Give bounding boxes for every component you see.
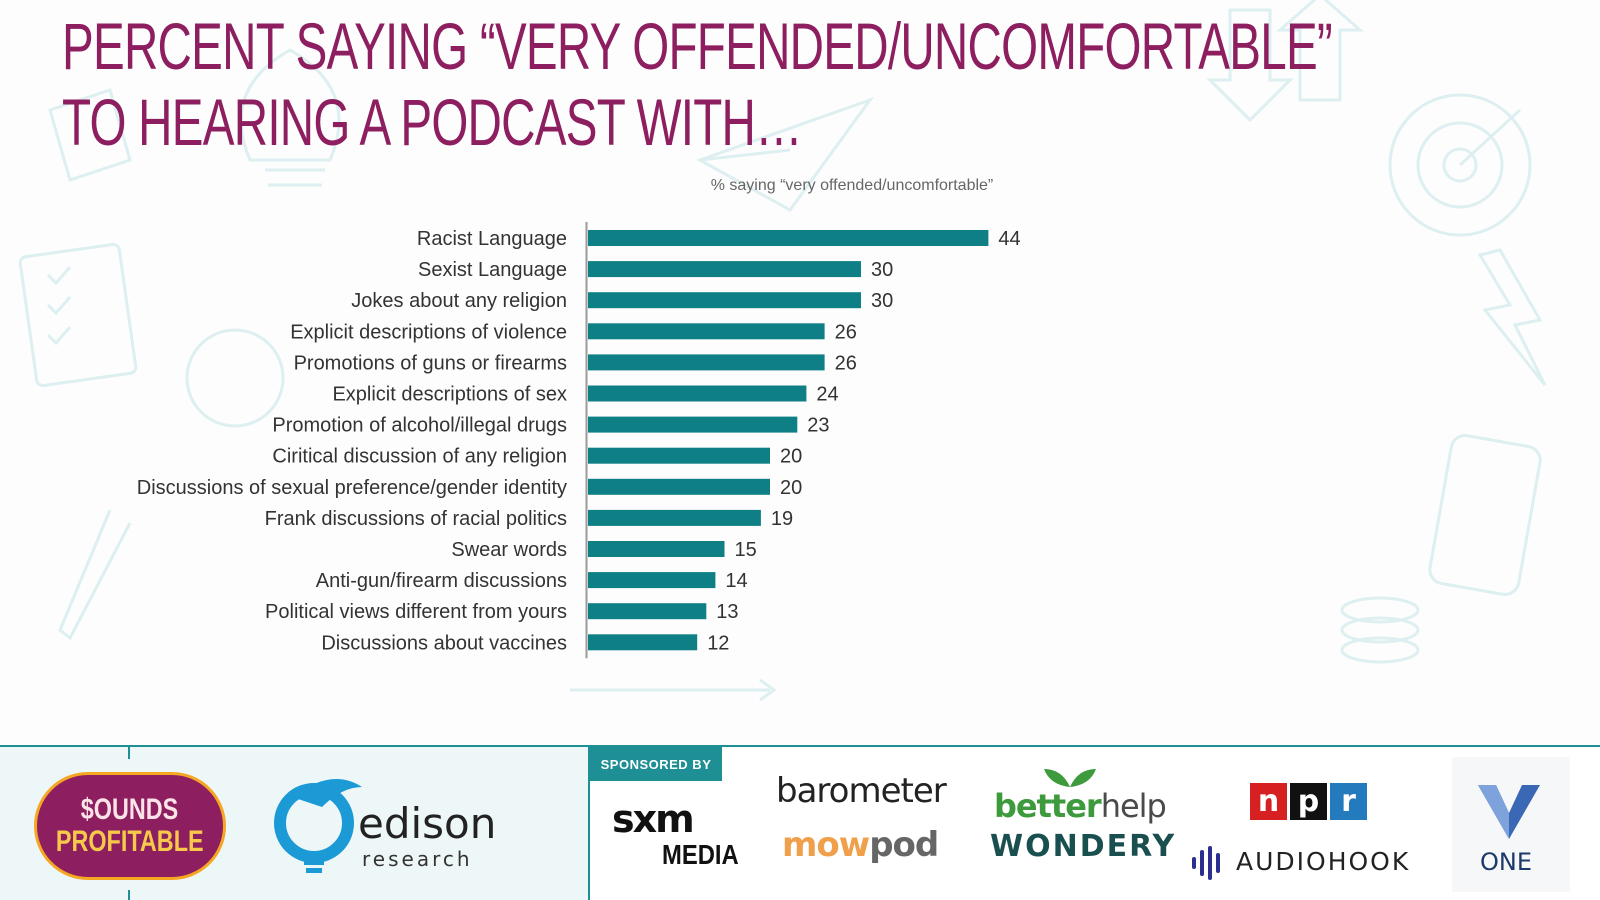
bar: [588, 261, 861, 278]
footer-tick-bottom: [128, 890, 130, 900]
value-label: 26: [835, 352, 857, 374]
bar: [588, 634, 698, 651]
value-label: 12: [707, 632, 729, 654]
sounds-profitable-line-2: PROFITABLE: [56, 825, 204, 858]
value-label: 30: [871, 290, 893, 312]
value-label: 24: [816, 384, 838, 406]
mowpod-logo-part-1: mow: [782, 825, 870, 865]
edison-wordmark: edison: [358, 799, 497, 848]
bar: [588, 416, 798, 433]
category-label: Racist Language: [417, 228, 567, 250]
one-logo: ONE: [1480, 848, 1533, 876]
bar: [588, 572, 716, 589]
bar: [588, 354, 825, 371]
barometer-logo: barometer: [776, 771, 947, 811]
bar: [588, 230, 989, 246]
checkmarks-doodle-icon: [46, 266, 72, 346]
title-line-2: to hearing a podcast with…: [62, 85, 803, 159]
background-doodles: [18, 0, 1547, 702]
mowpod-logo-part-2: pod: [869, 825, 939, 865]
value-label: 20: [780, 477, 802, 499]
coins-doodle-icon: [1340, 596, 1420, 624]
category-label: Jokes about any religion: [351, 290, 567, 312]
category-label: Political views different from yours: [265, 601, 567, 623]
bar-chart: % saying “very offended/uncomfortable” Ra…: [137, 177, 1021, 659]
arrow-up-doodle-icon: [1276, 0, 1364, 102]
page-title: Percent saying “very offended/uncomforta…: [62, 8, 1333, 160]
target-doodle-icon: [1388, 93, 1532, 237]
category-label: Promotions of guns or firearms: [294, 352, 567, 374]
audiohook-waveform-icon: [1192, 846, 1220, 880]
value-label: 44: [998, 228, 1020, 250]
footer: $OUNDS PROFITABLE edison research SPONSO…: [0, 745, 1600, 900]
footer-tick-top: [128, 747, 130, 759]
betterhelp-logo-part-1: better: [994, 787, 1102, 825]
sxm-media-logo: MEDIA: [662, 839, 739, 870]
bar: [588, 447, 770, 464]
betterhelp-logo-part-2: help: [1100, 787, 1167, 825]
category-label: Discussions of sexual preference/gender …: [137, 477, 567, 499]
category-label: Swear words: [451, 539, 567, 561]
bar: [588, 509, 761, 526]
one-v-icon: [1478, 785, 1540, 839]
edison-subtitle: research: [362, 847, 473, 871]
edison-bulb-icon: [274, 779, 362, 873]
npr-n: n: [1250, 783, 1287, 820]
bar: [588, 603, 707, 620]
category-label: Anti-gun/firearm discussions: [316, 570, 567, 592]
pen-doodle-icon: [58, 509, 132, 641]
sponsored-by-tag: SPONSORED BY: [590, 747, 722, 781]
chart-subtitle: % saying “very offended/uncomfortable”: [711, 177, 994, 194]
category-label: Ciritical discussion of any religion: [272, 446, 567, 468]
footer-logo-panel: $OUNDS PROFITABLE edison research: [0, 747, 588, 900]
bar: [588, 541, 725, 557]
category-label: Sexist Language: [418, 259, 567, 281]
npr-r: r: [1330, 783, 1367, 820]
value-label: 30: [871, 259, 893, 281]
value-label: 26: [835, 321, 857, 343]
sounds-profitable-logo: $OUNDS PROFITABLE: [34, 772, 226, 880]
category-label: Frank discussions of racial politics: [265, 508, 567, 530]
bar: [588, 292, 861, 309]
sounds-profitable-line-1: $OUNDS: [81, 793, 179, 826]
dollar-coin-doodle-icon: [185, 328, 285, 428]
mowpod-logo: mowpod: [782, 825, 939, 865]
arrow-down-doodle-icon: [1206, 8, 1294, 123]
lightbulb-doodle-icon: [239, 48, 341, 187]
wondery-logo: WONDERY: [990, 829, 1177, 864]
bar: [588, 385, 807, 402]
paper-plane-doodle-icon: [696, 96, 875, 212]
category-label: Discussions about vaccines: [321, 632, 567, 654]
betterhelp-leaf-icon: [1044, 769, 1096, 787]
bar: [588, 323, 825, 340]
betterhelp-logo: betterhelp: [994, 787, 1167, 825]
category-label: Explicit descriptions of sex: [332, 384, 567, 406]
title-line-1: Percent saying “very offended/uncomforta…: [62, 9, 1333, 83]
sxm-logo: sxm: [612, 797, 695, 841]
checklist-doodle-icon: [18, 242, 138, 388]
audiohook-logo: AUDIOHOOK: [1236, 847, 1411, 876]
bar: [588, 478, 770, 495]
axis-arrow-doodle-icon: [570, 678, 777, 702]
value-label: 20: [780, 446, 802, 468]
value-label: 14: [725, 570, 747, 592]
category-label: Explicit descriptions of violence: [290, 321, 567, 343]
note-doodle-icon: [48, 88, 132, 182]
value-label: 15: [735, 539, 757, 561]
value-label: 13: [716, 601, 738, 623]
npr-logo: n p r: [1250, 783, 1367, 820]
footer-divider: [588, 747, 590, 900]
lightning-doodle-icon: [1477, 248, 1547, 386]
npr-p: p: [1290, 783, 1327, 820]
value-label: 23: [807, 415, 829, 437]
phone-doodle-icon: [1428, 434, 1542, 596]
category-label: Promotion of alcohol/illegal drugs: [272, 415, 567, 437]
value-label: 19: [771, 508, 793, 530]
